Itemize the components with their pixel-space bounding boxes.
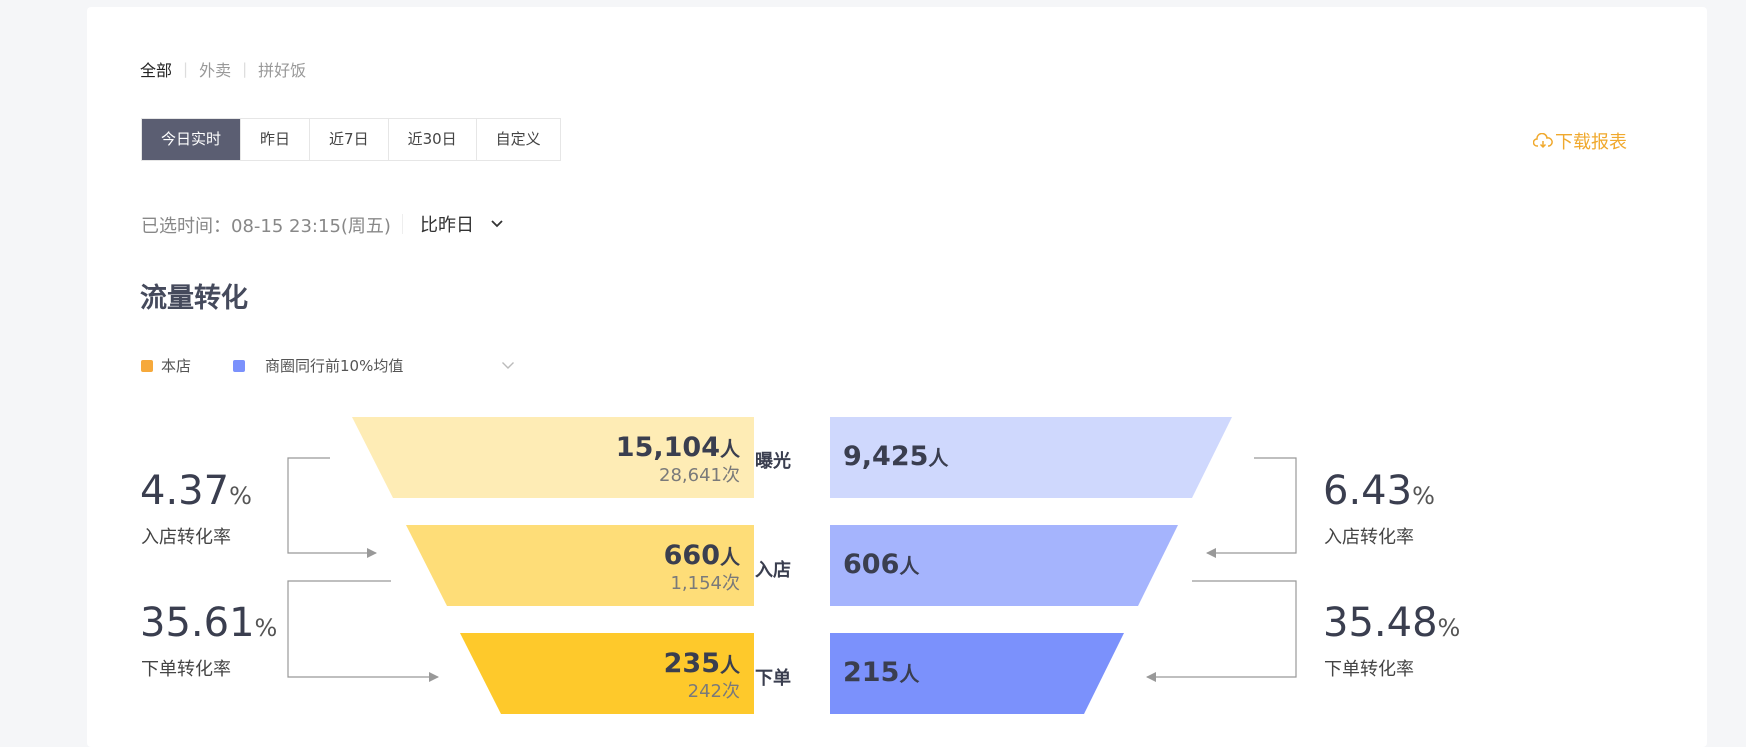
own-order-rate-value: 35.61 [140, 600, 255, 646]
own-exposure-visits: 28,641次 [659, 465, 740, 486]
unit: 人 [928, 446, 949, 470]
tab-all[interactable]: 全部 [140, 61, 173, 80]
own-funnel-stage-exposure [352, 417, 754, 498]
peer-enter-rate-value: 6.43 [1323, 468, 1413, 514]
date-30days-button[interactable]: 近30日 [388, 119, 477, 160]
date-today-button[interactable]: 今日实时 [142, 119, 242, 160]
peer-order-rate: 35.48% [1323, 601, 1460, 650]
peer-order-people: 215人 [843, 657, 919, 688]
business-tabs: 全部 | 外卖 | 拼好饭 [140, 57, 306, 81]
own-enter-people: 660 [663, 540, 720, 571]
unit: 人 [720, 437, 740, 461]
own-enter-rate: 4.37% [140, 469, 252, 518]
unit: 人 [899, 662, 920, 686]
peer-enter-rate: 6.43% [1323, 469, 1435, 518]
cloud-download-icon [1533, 133, 1553, 149]
date-custom-button[interactable]: 自定义 [476, 119, 560, 160]
peer-enter-people: 606人 [843, 549, 919, 580]
own-funnel-stage-order [460, 633, 754, 714]
legend-own-swatch [141, 359, 153, 372]
download-report-button[interactable]: 下载报表 [1533, 128, 1746, 154]
stage-name-order: 下单 [755, 668, 791, 689]
legend-peer-swatch [233, 359, 246, 372]
unit: 人 [720, 653, 740, 677]
peer-exposure-people: 9,425人 [843, 441, 948, 472]
peer-order-rate-value: 35.48 [1323, 600, 1438, 646]
stage-name-enter: 入店 [755, 560, 791, 581]
own-exposure-people: 15,104 [615, 432, 720, 463]
percent-sign: % [1437, 614, 1461, 642]
stage-name-exposure: 曝光 [755, 451, 791, 472]
unit: 人 [899, 554, 920, 578]
own-enter-values: 660人 1,154次 [560, 540, 740, 595]
peer-exposure-value: 9,425 [843, 441, 929, 472]
tab-takeout[interactable]: 外卖 [199, 61, 232, 80]
own-order-values: 235人 242次 [560, 648, 740, 703]
tab-group-meal[interactable]: 拼好饭 [258, 61, 307, 80]
section-title: 流量转化 [140, 283, 248, 314]
own-enter-rate-value: 4.37 [140, 468, 230, 514]
legend-own-label: 本店 [161, 357, 192, 375]
own-enter-rate-label: 入店转化率 [141, 527, 231, 548]
compare-dropdown[interactable]: 比昨日 [420, 211, 504, 237]
own-exposure-values: 15,104人 28,641次 [560, 432, 740, 487]
own-order-people: 235 [663, 648, 720, 679]
peer-funnel-stage-exposure [830, 417, 1232, 498]
chevron-down-icon [491, 220, 503, 228]
own-enter-visits: 1,154次 [670, 573, 740, 594]
peer-funnel-stage-enter [830, 525, 1178, 606]
peer-enter-value: 606 [843, 549, 900, 580]
own-connector-arrow [287, 580, 439, 682]
peer-enter-rate-label: 入店转化率 [1324, 527, 1414, 548]
date-range-selector: 今日实时 昨日 近7日 近30日 自定义 [141, 118, 561, 161]
peer-order-rate-label: 下单转化率 [1324, 659, 1414, 680]
legend: 本店 商圈同行前10%均值 [141, 355, 515, 376]
tab-divider: | [183, 60, 189, 78]
date-7days-button[interactable]: 近7日 [310, 119, 389, 160]
percent-sign: % [254, 614, 278, 642]
download-label: 下载报表 [1555, 132, 1627, 153]
peer-connector-arrow [1146, 580, 1297, 682]
selected-time-text: 已选时间：08-15 23:15(周五) [141, 216, 391, 237]
legend-peer-label: 商圈同行前10%均值 [265, 357, 404, 375]
peer-order-value: 215 [843, 657, 900, 688]
own-order-rate: 35.61% [140, 601, 277, 650]
percent-sign: % [229, 482, 252, 510]
own-order-visits: 242次 [687, 681, 740, 702]
peer-funnel-stage-order [830, 633, 1124, 714]
legend-own: 本店 [141, 355, 191, 376]
own-funnel-stage-enter [406, 525, 754, 606]
own-connector-arrow [287, 457, 377, 558]
compare-selected-value: 比昨日 [420, 215, 474, 236]
unit: 人 [720, 545, 740, 569]
date-yesterday-button[interactable]: 昨日 [241, 119, 311, 160]
percent-sign: % [1412, 482, 1435, 510]
peer-connector-arrow [1206, 457, 1297, 558]
chevron-down-icon[interactable] [501, 361, 515, 370]
own-order-rate-label: 下单转化率 [141, 659, 231, 680]
legend-peer[interactable]: 商圈同行前10%均值 [233, 355, 403, 376]
tab-divider: | [242, 60, 248, 78]
divider [402, 214, 403, 234]
